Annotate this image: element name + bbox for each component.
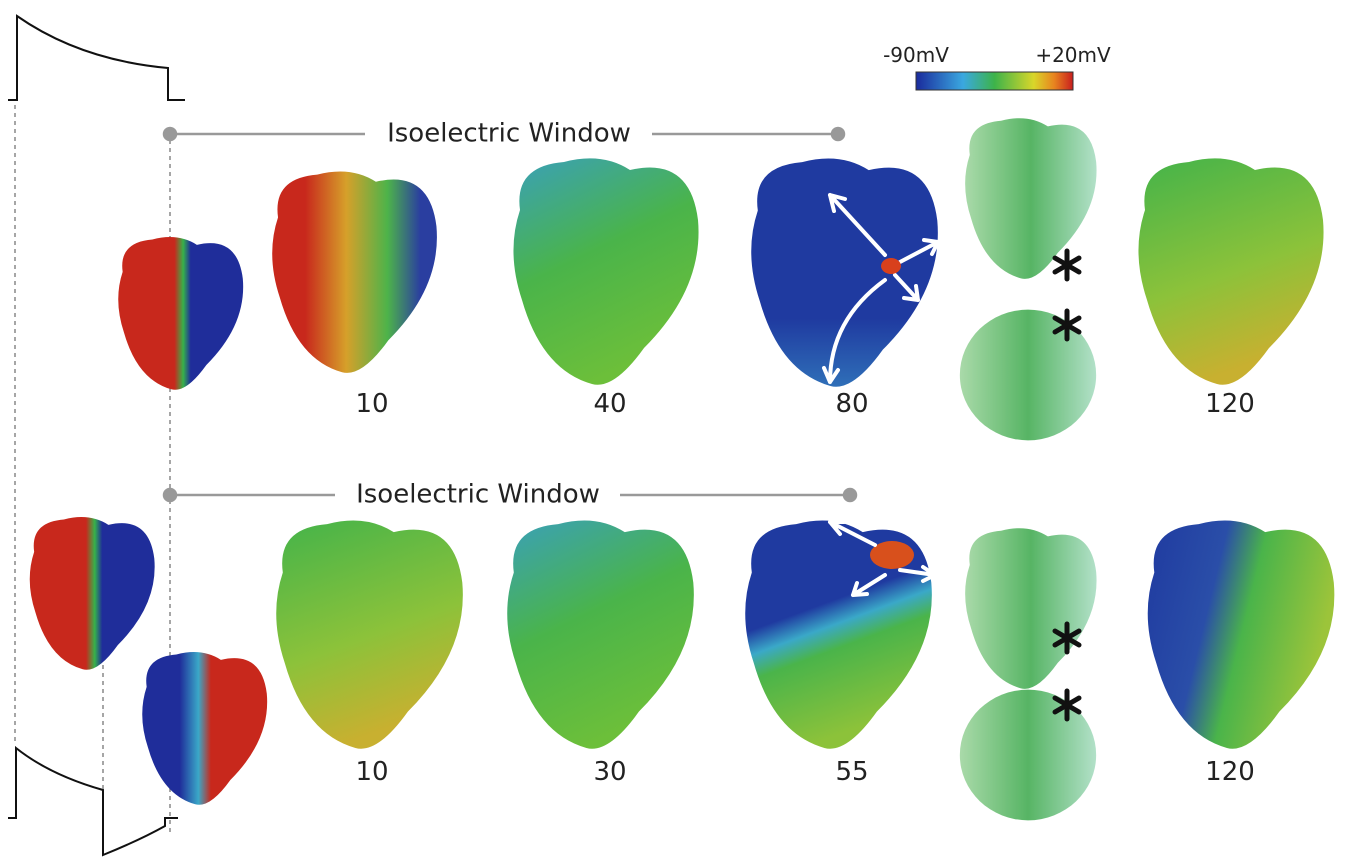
colorbar [916, 72, 1073, 90]
window-bracket [164, 128, 856, 501]
time-label: 10 [355, 757, 388, 787]
time-label: 120 [1205, 389, 1255, 419]
colorbar-max: +20mV [1035, 43, 1111, 67]
time-label: 30 [593, 757, 626, 787]
time-label: 10 [355, 389, 388, 419]
stimulus [881, 258, 901, 274]
colorbar-min: -90mV [883, 43, 949, 67]
heart [118, 118, 1323, 440]
window-label: Isoelectric Window [356, 480, 600, 510]
heart [30, 517, 1335, 820]
time-label: 55 [835, 757, 868, 787]
figure: -90mV +20mV Isoelectric Window Isoelectr… [0, 0, 1348, 859]
window-label: Isoelectric Window [387, 119, 631, 149]
time-label: 120 [1205, 757, 1255, 787]
time-label: 40 [593, 389, 626, 419]
time-label: 80 [835, 389, 868, 419]
